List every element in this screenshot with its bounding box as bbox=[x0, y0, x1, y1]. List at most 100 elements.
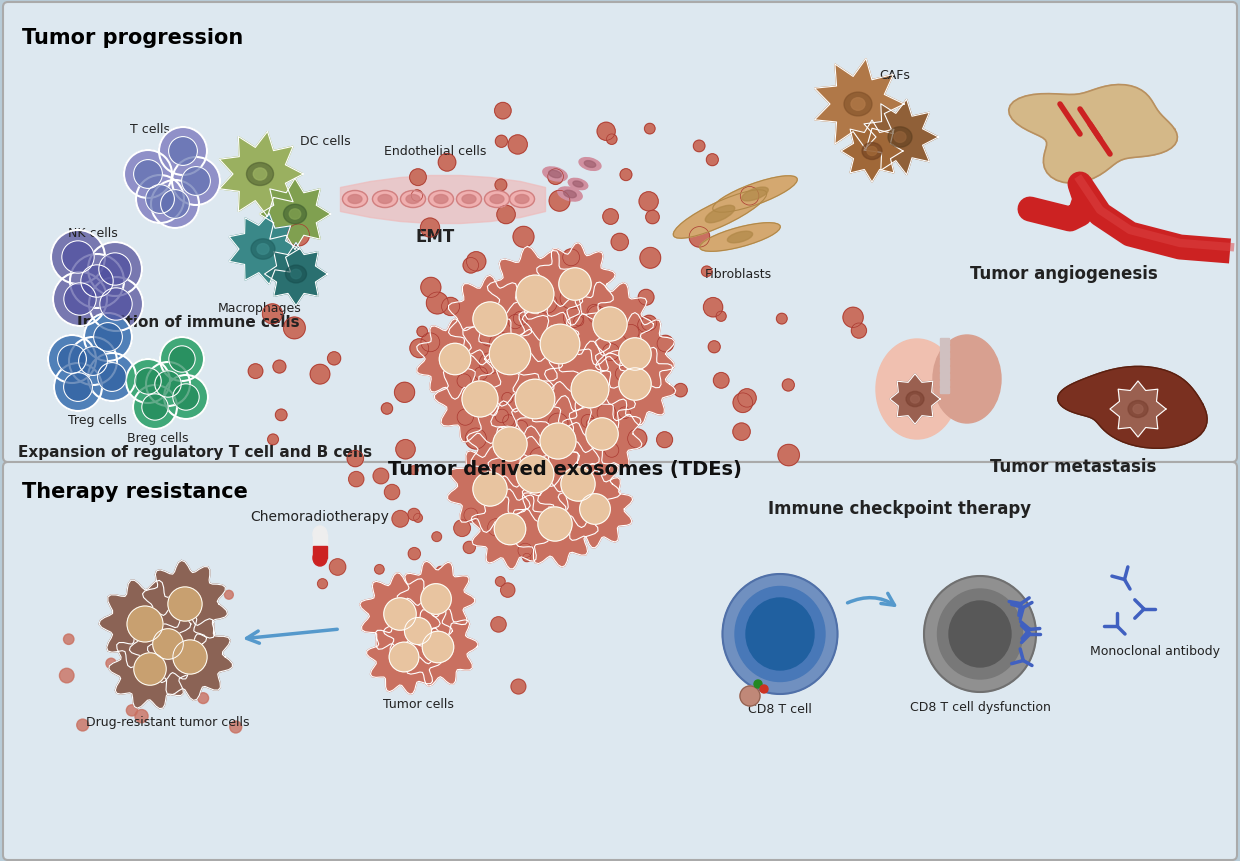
Ellipse shape bbox=[579, 158, 601, 171]
Ellipse shape bbox=[699, 224, 780, 252]
Circle shape bbox=[420, 333, 440, 352]
Circle shape bbox=[88, 243, 143, 297]
Circle shape bbox=[384, 598, 417, 630]
Circle shape bbox=[472, 302, 507, 337]
Circle shape bbox=[413, 632, 427, 646]
Circle shape bbox=[126, 705, 138, 716]
Circle shape bbox=[487, 519, 505, 536]
Ellipse shape bbox=[906, 392, 924, 407]
Circle shape bbox=[172, 641, 207, 674]
Circle shape bbox=[646, 211, 660, 225]
Circle shape bbox=[523, 554, 531, 562]
Circle shape bbox=[134, 653, 166, 685]
Text: Expansion of regulatory T cell and B cells: Expansion of regulatory T cell and B cel… bbox=[19, 444, 372, 460]
Ellipse shape bbox=[584, 161, 595, 168]
Circle shape bbox=[126, 360, 170, 404]
Polygon shape bbox=[890, 375, 940, 424]
Ellipse shape bbox=[1128, 401, 1148, 418]
Circle shape bbox=[563, 250, 579, 266]
Circle shape bbox=[657, 432, 672, 448]
Circle shape bbox=[93, 323, 123, 352]
Circle shape bbox=[588, 307, 605, 324]
Circle shape bbox=[288, 225, 310, 246]
Polygon shape bbox=[487, 247, 583, 343]
Polygon shape bbox=[489, 426, 582, 523]
Circle shape bbox=[708, 342, 720, 353]
Circle shape bbox=[423, 631, 454, 663]
Polygon shape bbox=[471, 490, 549, 569]
Polygon shape bbox=[259, 179, 331, 251]
Circle shape bbox=[480, 326, 500, 347]
Polygon shape bbox=[512, 396, 604, 486]
Ellipse shape bbox=[742, 188, 769, 201]
Polygon shape bbox=[219, 133, 304, 217]
Ellipse shape bbox=[401, 191, 425, 208]
Ellipse shape bbox=[894, 133, 906, 143]
Circle shape bbox=[620, 170, 632, 182]
Circle shape bbox=[347, 451, 363, 468]
Circle shape bbox=[51, 231, 105, 285]
Circle shape bbox=[348, 472, 363, 487]
Ellipse shape bbox=[463, 195, 476, 204]
Polygon shape bbox=[543, 342, 636, 437]
Circle shape bbox=[637, 318, 653, 333]
Circle shape bbox=[497, 206, 516, 225]
Ellipse shape bbox=[924, 576, 1035, 692]
Circle shape bbox=[98, 363, 126, 392]
Text: CD8 T cell: CD8 T cell bbox=[748, 703, 812, 715]
Ellipse shape bbox=[713, 177, 797, 213]
Circle shape bbox=[438, 154, 456, 172]
Circle shape bbox=[89, 278, 143, 331]
Ellipse shape bbox=[485, 191, 510, 208]
Circle shape bbox=[374, 565, 384, 574]
Circle shape bbox=[436, 567, 445, 576]
Text: Breg cells: Breg cells bbox=[128, 431, 188, 444]
Circle shape bbox=[641, 316, 657, 331]
Circle shape bbox=[587, 305, 601, 319]
Circle shape bbox=[48, 336, 95, 383]
Circle shape bbox=[508, 315, 522, 330]
Circle shape bbox=[373, 468, 388, 484]
Circle shape bbox=[491, 617, 506, 632]
Circle shape bbox=[392, 511, 408, 528]
Ellipse shape bbox=[342, 191, 367, 208]
Text: Tumor derived exosomes (TDEs): Tumor derived exosomes (TDEs) bbox=[388, 460, 742, 479]
Circle shape bbox=[516, 276, 554, 313]
Circle shape bbox=[541, 325, 580, 364]
Circle shape bbox=[69, 255, 124, 308]
Circle shape bbox=[161, 190, 190, 220]
Circle shape bbox=[496, 136, 507, 148]
Ellipse shape bbox=[429, 191, 454, 208]
Circle shape bbox=[454, 520, 470, 536]
Ellipse shape bbox=[372, 191, 398, 208]
Circle shape bbox=[508, 136, 527, 155]
Circle shape bbox=[518, 543, 532, 558]
Circle shape bbox=[495, 514, 526, 545]
Circle shape bbox=[501, 583, 515, 598]
Text: Tumor cells: Tumor cells bbox=[383, 697, 454, 710]
Circle shape bbox=[105, 659, 117, 669]
Circle shape bbox=[605, 443, 619, 458]
Circle shape bbox=[645, 124, 655, 134]
Ellipse shape bbox=[728, 232, 753, 244]
Ellipse shape bbox=[510, 191, 534, 208]
Polygon shape bbox=[595, 313, 675, 396]
Circle shape bbox=[515, 421, 528, 434]
Circle shape bbox=[389, 642, 419, 672]
Ellipse shape bbox=[285, 266, 306, 283]
Circle shape bbox=[180, 585, 195, 599]
Text: Chemoradiotherapy: Chemoradiotherapy bbox=[250, 510, 389, 523]
Circle shape bbox=[408, 509, 420, 521]
Circle shape bbox=[657, 336, 673, 352]
Text: Immune checkpoint therapy: Immune checkpoint therapy bbox=[769, 499, 1032, 517]
Circle shape bbox=[81, 265, 113, 298]
Circle shape bbox=[145, 185, 175, 214]
Circle shape bbox=[169, 138, 197, 166]
Circle shape bbox=[384, 485, 399, 500]
Ellipse shape bbox=[888, 127, 911, 148]
Circle shape bbox=[391, 621, 403, 634]
Ellipse shape bbox=[564, 191, 577, 199]
Circle shape bbox=[852, 324, 867, 338]
Ellipse shape bbox=[378, 195, 392, 204]
Circle shape bbox=[88, 354, 136, 401]
